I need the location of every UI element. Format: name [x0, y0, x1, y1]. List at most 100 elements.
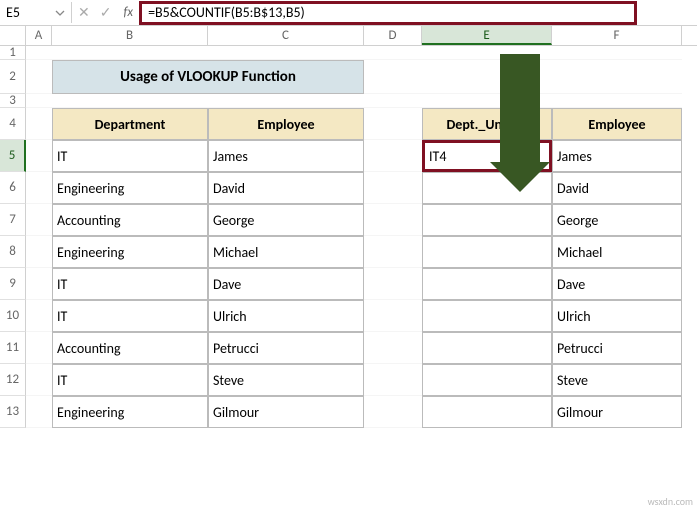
fx-icon[interactable]: fx [117, 5, 139, 20]
row-header-4[interactable]: 4 [0, 108, 26, 140]
table-cell[interactable]: Ulrich [208, 300, 364, 332]
table-cell[interactable] [422, 396, 552, 428]
row-header-10[interactable]: 10 [0, 300, 26, 332]
cell[interactable] [26, 300, 52, 332]
cell[interactable] [552, 94, 682, 108]
table-cell[interactable]: IT [52, 300, 208, 332]
table-cell[interactable]: IT [52, 268, 208, 300]
cell[interactable] [26, 364, 52, 396]
cell[interactable] [26, 204, 52, 236]
cell[interactable] [208, 46, 364, 60]
cell[interactable] [208, 94, 364, 108]
table-cell[interactable]: Engineering [52, 236, 208, 268]
cell[interactable] [26, 172, 52, 204]
row-header-5[interactable]: 5 [0, 140, 26, 172]
table-cell[interactable]: Engineering [52, 396, 208, 428]
table-cell[interactable]: David [552, 172, 682, 204]
cell[interactable] [364, 94, 422, 108]
col-header-d[interactable]: D [364, 26, 422, 45]
table-cell[interactable] [422, 332, 552, 364]
table-cell[interactable]: Engineering [52, 172, 208, 204]
table-cell[interactable]: Steve [208, 364, 364, 396]
cell[interactable] [26, 94, 52, 108]
table1-header[interactable]: Department [52, 108, 208, 140]
table-cell[interactable]: Michael [552, 236, 682, 268]
table2-header[interactable]: Dept._Unique [422, 108, 552, 140]
row-header-8[interactable]: 8 [0, 236, 26, 268]
cell[interactable] [26, 140, 52, 172]
cell[interactable] [364, 172, 422, 204]
col-header-a[interactable]: A [26, 26, 52, 45]
table-cell[interactable]: Gilmour [208, 396, 364, 428]
cell[interactable] [364, 46, 422, 60]
table-cell[interactable] [422, 300, 552, 332]
col-header-b[interactable]: B [52, 26, 208, 45]
table-cell[interactable]: David [208, 172, 364, 204]
cell[interactable] [52, 94, 208, 108]
cell[interactable] [364, 140, 422, 172]
cell[interactable] [364, 108, 422, 140]
cell[interactable] [26, 268, 52, 300]
cell[interactable] [26, 396, 52, 428]
table-cell[interactable]: Dave [552, 268, 682, 300]
enter-icon[interactable]: ✓ [100, 4, 112, 21]
table-cell[interactable]: Ulrich [552, 300, 682, 332]
table-cell[interactable]: Michael [208, 236, 364, 268]
cell[interactable] [364, 236, 422, 268]
cell[interactable] [364, 396, 422, 428]
row-header-12[interactable]: 12 [0, 364, 26, 396]
table-cell[interactable]: Petrucci [208, 332, 364, 364]
table-cell[interactable] [422, 268, 552, 300]
row-header-11[interactable]: 11 [0, 332, 26, 364]
cell[interactable] [364, 60, 422, 94]
table-cell[interactable]: IT [52, 140, 208, 172]
table-cell[interactable]: Petrucci [552, 332, 682, 364]
table-cell[interactable]: IT [52, 364, 208, 396]
cell[interactable] [364, 300, 422, 332]
table-cell[interactable]: George [552, 204, 682, 236]
row-header-6[interactable]: 6 [0, 172, 26, 204]
table-cell[interactable] [422, 364, 552, 396]
cancel-icon[interactable]: ✕ [78, 4, 90, 21]
row-header-3[interactable]: 3 [0, 94, 26, 108]
col-header-e[interactable]: E [422, 26, 552, 45]
table2-header[interactable]: Employee [552, 108, 682, 140]
row-header-7[interactable]: 7 [0, 204, 26, 236]
table-cell[interactable]: Dave [208, 268, 364, 300]
col-header-f[interactable]: F [552, 26, 682, 45]
cell[interactable] [52, 46, 208, 60]
cell[interactable] [364, 268, 422, 300]
col-header-c[interactable]: C [208, 26, 364, 45]
cell[interactable] [364, 364, 422, 396]
formula-input[interactable]: =B5&COUNTIF(B5:B$13,B5) [139, 1, 637, 25]
cell[interactable] [364, 332, 422, 364]
table-cell[interactable] [422, 204, 552, 236]
table-cell[interactable]: James [552, 140, 682, 172]
row-header-2[interactable]: 2 [0, 60, 26, 94]
row-header-13[interactable]: 13 [0, 396, 26, 428]
title-cell[interactable]: Usage of VLOOKUP Function [52, 60, 364, 94]
row-header-9[interactable]: 9 [0, 268, 26, 300]
selected-cell[interactable]: IT4 [422, 140, 552, 172]
cell[interactable] [422, 46, 552, 60]
cell[interactable] [552, 46, 682, 60]
name-box[interactable]: E5 [0, 2, 72, 23]
cell[interactable] [422, 94, 552, 108]
cell[interactable] [422, 60, 552, 94]
cell[interactable] [26, 236, 52, 268]
table-cell[interactable]: Accounting [52, 204, 208, 236]
table-cell[interactable]: George [208, 204, 364, 236]
select-all-corner[interactable] [0, 26, 26, 45]
cell[interactable] [552, 60, 682, 94]
table-cell[interactable]: James [208, 140, 364, 172]
table1-header[interactable]: Employee [208, 108, 364, 140]
cell[interactable] [26, 332, 52, 364]
table-cell[interactable]: Accounting [52, 332, 208, 364]
table-cell[interactable]: Steve [552, 364, 682, 396]
cell[interactable] [26, 108, 52, 140]
table-cell[interactable] [422, 236, 552, 268]
row-header-1[interactable]: 1 [0, 46, 26, 60]
table-cell[interactable]: Gilmour [552, 396, 682, 428]
table-cell[interactable] [422, 172, 552, 204]
cell[interactable] [364, 204, 422, 236]
